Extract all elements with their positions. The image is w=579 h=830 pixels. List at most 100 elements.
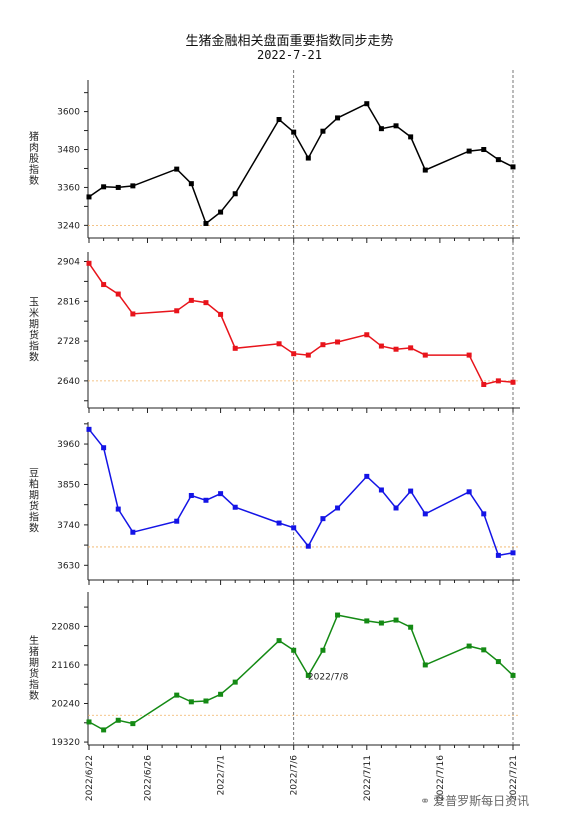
x-tick-label: 2022/6/26 bbox=[143, 755, 153, 801]
panel-3-y-label: 生猪期货指数 bbox=[29, 634, 39, 702]
panel-3-y-tick-label: 20240 bbox=[51, 700, 80, 710]
chart-title: 生猪金融相关盘面重要指数同步走势 bbox=[185, 34, 394, 49]
panel-3-data-point bbox=[408, 624, 414, 630]
panel-3-data-point bbox=[101, 727, 107, 733]
panel-2-data-point bbox=[335, 505, 341, 511]
panel-1-y-tick-label: 2816 bbox=[57, 297, 80, 307]
wechat-icon: ⚭ bbox=[420, 794, 431, 808]
panel-0-y-label: 猪肉股指数 bbox=[29, 131, 39, 187]
panel-0-data-point bbox=[335, 115, 341, 121]
panel-2-y-tick-label: 3740 bbox=[57, 521, 80, 531]
panel-0-y-tick-label: 3480 bbox=[57, 146, 80, 156]
panel-2-data-point bbox=[218, 491, 224, 497]
panel-1-data-point bbox=[86, 260, 92, 266]
panel-2-data-point bbox=[320, 516, 326, 522]
x-tick-label: 2022/7/16 bbox=[436, 755, 446, 801]
panel-3-y-tick-label: 21160 bbox=[51, 661, 80, 671]
panel-0-y-tick-label: 3360 bbox=[57, 183, 80, 193]
panel-1-data-point bbox=[422, 352, 428, 358]
x-tick-label: 2022/6/22 bbox=[85, 755, 95, 801]
panel-2-data-point bbox=[115, 506, 121, 512]
panel-1-data-point bbox=[393, 346, 399, 352]
panel-0-data-point bbox=[130, 183, 136, 189]
panel-3-series-line bbox=[88, 614, 514, 731]
panel-3-data-point bbox=[174, 692, 180, 698]
panel-2-series-line bbox=[88, 428, 514, 557]
panel-1-y-label: 玉米期货指数 bbox=[29, 298, 39, 364]
panel-0-data-point bbox=[174, 166, 180, 172]
panel-1-data-point bbox=[101, 282, 107, 288]
panel-0-data-point bbox=[203, 220, 209, 226]
panel-0-data-point bbox=[232, 191, 238, 197]
panel-2-data-point bbox=[188, 492, 194, 498]
panel-3-data-point bbox=[291, 647, 297, 653]
panel-0-data-point bbox=[393, 123, 399, 129]
panel-3-data-point bbox=[378, 620, 384, 626]
panel-1-data-point bbox=[495, 378, 501, 384]
panel-2-data-point bbox=[378, 487, 384, 493]
panel-0-data-point bbox=[481, 147, 487, 153]
panel-3-data-point bbox=[364, 618, 370, 624]
panel-3-data-point bbox=[203, 698, 209, 704]
panel-3-data-point bbox=[481, 647, 487, 653]
panel-2-y-tick-label: 3850 bbox=[57, 480, 80, 490]
watermark-text: 爱普罗斯每日资讯 bbox=[433, 794, 530, 808]
panel-0-data-point bbox=[115, 184, 121, 190]
panel-0-data-point bbox=[422, 167, 428, 173]
panel-1-data-point bbox=[305, 352, 311, 358]
panel-2-data-point bbox=[510, 550, 516, 556]
panel-0-data-point bbox=[291, 129, 297, 135]
panel-3-data-point bbox=[495, 659, 501, 665]
x-tick-label: 2022/7/21 bbox=[509, 755, 519, 801]
panel-0-data-point bbox=[495, 157, 501, 163]
panel-1-data-point bbox=[203, 300, 209, 306]
panel-2-data-point bbox=[86, 426, 92, 432]
panel-3-data-point bbox=[393, 617, 399, 623]
panel-0-data-point bbox=[320, 128, 326, 134]
panel-0-data-point bbox=[276, 117, 282, 122]
panel-2-data-point bbox=[203, 497, 209, 503]
panel-3-data-point bbox=[115, 717, 121, 723]
panel-2-data-point bbox=[291, 525, 297, 531]
panel-0-data-point bbox=[364, 101, 370, 107]
panel-2-data-point bbox=[232, 504, 238, 510]
panel-3-data-point bbox=[86, 719, 92, 725]
panel-0-data-point bbox=[510, 164, 516, 170]
panel-1-series-line bbox=[88, 262, 514, 386]
x-tick-label: 2022/7/1 bbox=[217, 755, 227, 795]
panel-3-data-point bbox=[188, 699, 194, 705]
panel-2-data-point bbox=[305, 543, 311, 549]
panel-1-data-point bbox=[291, 351, 297, 357]
panel-1-data-point bbox=[481, 381, 487, 387]
panel-0-data-point bbox=[101, 184, 107, 190]
panel-0-data-point bbox=[466, 148, 472, 154]
panel-2-data-point bbox=[422, 511, 428, 517]
x-tick-label: 2022/7/11 bbox=[363, 755, 373, 801]
panel-2-data-point bbox=[364, 473, 370, 479]
panel-1-data-point bbox=[130, 311, 136, 317]
panel-1-data-point bbox=[115, 291, 121, 297]
panel-3-data-point bbox=[218, 691, 224, 697]
panel-2-data-point bbox=[481, 511, 487, 517]
panel-0-data-point bbox=[408, 134, 414, 140]
panel-0-series-line bbox=[88, 102, 514, 225]
panel-0-data-point bbox=[188, 181, 194, 187]
panel-3-y-tick-label: 22080 bbox=[51, 622, 80, 632]
panel-1-data-point bbox=[188, 297, 194, 303]
panel-2-data-point bbox=[101, 445, 107, 451]
chart-subtitle: 2022-7-21 bbox=[256, 48, 323, 62]
panel-1-data-point bbox=[378, 343, 384, 349]
panel-0-data-point bbox=[378, 126, 384, 132]
panel-1-data-point bbox=[408, 345, 414, 351]
panel-3-data-point bbox=[276, 638, 282, 644]
panel-1-data-point bbox=[320, 342, 326, 348]
panel-3-data-point bbox=[305, 672, 311, 678]
panel-1-y-tick-label: 2904 bbox=[57, 257, 80, 267]
panel-0-y-tick-label: 3600 bbox=[57, 108, 80, 118]
panel-2-data-point bbox=[276, 520, 282, 526]
panel-1-data-point bbox=[364, 332, 370, 338]
panel-1-y-tick-label: 2640 bbox=[57, 377, 80, 387]
panel-1-data-point bbox=[466, 352, 472, 358]
panel-3-annotation: 2022/7/8 bbox=[308, 672, 349, 682]
